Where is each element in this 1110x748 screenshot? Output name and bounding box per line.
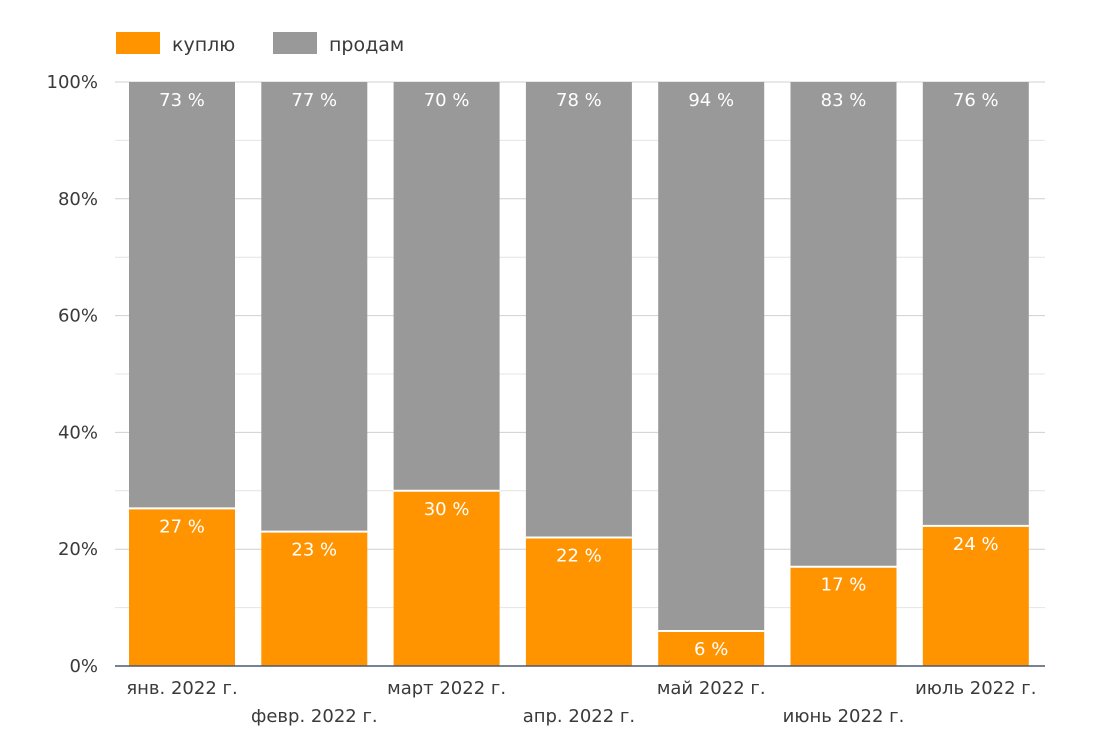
- x-tick-label: март 2022 г.: [387, 678, 506, 699]
- bar-prodam: [790, 82, 897, 567]
- data-label-kuplyu: 27 %: [159, 516, 205, 537]
- x-tick-label: июнь 2022 г.: [783, 706, 905, 727]
- data-label-kuplyu: 6 %: [694, 639, 728, 660]
- data-label-kuplyu: 24 %: [953, 534, 999, 555]
- axes: 0% 20% 40% 60% 80% 100% янв. 2022 г. февр. 2022…: [47, 72, 1045, 727]
- data-label-kuplyu: 23 %: [291, 540, 337, 561]
- y-tick-label: 80%: [58, 189, 98, 210]
- data-label-prodam: 77 %: [291, 90, 337, 111]
- legend-label: продам: [329, 34, 404, 56]
- bar-prodam: [922, 82, 1029, 526]
- x-tick-label: янв. 2022 г.: [126, 678, 237, 699]
- data-label-kuplyu: 30 %: [424, 499, 470, 520]
- bar-prodam: [129, 82, 235, 509]
- bar-prodam: [393, 82, 500, 491]
- data-label-prodam: 83 %: [821, 90, 867, 111]
- bar-kuplyu: [393, 490, 500, 666]
- x-tick-label: февр. 2022 г.: [251, 706, 378, 727]
- legend: куплю продам: [116, 32, 404, 56]
- legend-swatch: [273, 32, 317, 54]
- bars: [129, 82, 1029, 666]
- data-label-kuplyu: 22 %: [556, 546, 602, 567]
- bar-prodam: [261, 82, 368, 532]
- data-label-prodam: 76 %: [953, 90, 999, 111]
- y-tick-label: 40%: [58, 422, 98, 443]
- bar-kuplyu: [658, 630, 765, 666]
- bar-kuplyu: [261, 531, 368, 666]
- data-label-prodam: 70 %: [424, 90, 470, 111]
- data-labels: 27 % 73 % 23 % 77 % 30 % 70 % 22 % 78 % 6 % 94 % 1…: [159, 90, 999, 660]
- x-tick-label: июль 2022 г.: [915, 678, 1036, 699]
- y-tick-label: 100%: [47, 72, 98, 93]
- bar-kuplyu: [525, 537, 632, 666]
- data-label-prodam: 78 %: [556, 90, 602, 111]
- data-label-kuplyu: 17 %: [821, 575, 867, 596]
- x-tick-label: апр. 2022 г.: [523, 706, 635, 727]
- x-tick-label: май 2022 г.: [657, 678, 766, 699]
- y-tick-label: 20%: [58, 539, 98, 560]
- bar-prodam: [525, 82, 632, 538]
- bar-kuplyu: [129, 508, 235, 666]
- legend-swatch: [116, 32, 160, 54]
- bar-kuplyu: [922, 525, 1029, 666]
- data-label-prodam: 73 %: [159, 90, 205, 111]
- y-tick-label: 0%: [69, 656, 98, 677]
- data-label-prodam: 94 %: [688, 90, 734, 111]
- legend-label: куплю: [172, 34, 235, 56]
- y-tick-label: 60%: [58, 306, 98, 327]
- bar-prodam: [658, 82, 765, 631]
- bar-kuplyu: [790, 566, 897, 666]
